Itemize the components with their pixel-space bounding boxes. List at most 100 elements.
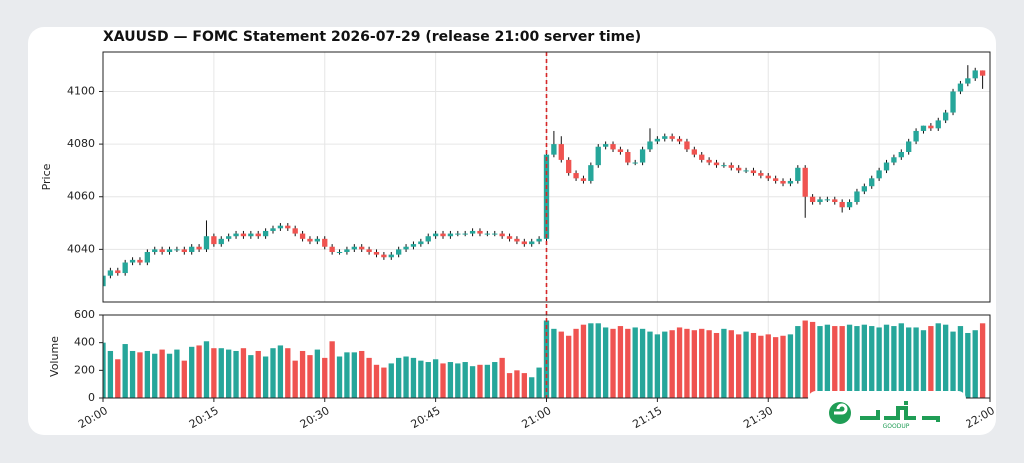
candle-body [506, 236, 513, 239]
volume-bar [159, 349, 165, 398]
candle-body [137, 259, 143, 263]
candle-body [765, 175, 771, 179]
candle-body [122, 262, 128, 274]
candle-body [159, 249, 165, 252]
volume-bar [610, 328, 616, 398]
candle-body [913, 130, 919, 142]
y-axis-label: Volume [48, 336, 61, 377]
volume-bar [950, 331, 956, 398]
volume-bar [144, 350, 151, 398]
candle-body [957, 83, 964, 92]
volume-bars [103, 320, 986, 398]
volume-bar [832, 326, 838, 398]
candle-body [203, 236, 210, 250]
volume-bar [285, 348, 291, 398]
volume-bar [979, 323, 986, 398]
candle-body [713, 162, 720, 166]
candle-body [410, 244, 417, 247]
volume-bar [103, 342, 106, 398]
candle-body [307, 238, 313, 242]
candle-body [758, 173, 764, 176]
volume-bar [455, 363, 461, 398]
volume-bar [240, 348, 247, 398]
candle-body [299, 233, 306, 239]
candle-body [418, 241, 424, 245]
candle-body [469, 230, 476, 234]
volume-bar [691, 330, 697, 398]
candle-body [225, 236, 232, 239]
logo-icon-mark [834, 403, 848, 415]
volume-bar [765, 334, 771, 398]
volume-bar [181, 360, 187, 398]
candle-body [802, 167, 808, 197]
volume-bar [299, 350, 306, 398]
candle-body [942, 112, 949, 121]
volume-bar [913, 327, 919, 398]
volume-bar [447, 362, 454, 398]
candle-body [551, 144, 557, 155]
volume-bar [307, 355, 313, 398]
volume-bar [713, 332, 720, 398]
candle-body [610, 144, 616, 150]
candle-body [691, 149, 697, 155]
candle-body [115, 270, 121, 274]
volume-bar [196, 345, 202, 398]
candle-body [654, 138, 661, 142]
candle-body [920, 125, 927, 131]
volume-bar [684, 328, 690, 398]
volume-bar [669, 330, 675, 398]
volume-bar [935, 323, 941, 398]
volume-bar [602, 327, 609, 398]
volume-bar [846, 324, 853, 398]
candle-body [292, 228, 298, 234]
volume-bar [484, 364, 491, 398]
volume-bar [662, 331, 668, 398]
volume-bar [122, 344, 128, 398]
candle-body [832, 199, 838, 202]
volume-bar [203, 341, 210, 398]
candle-body [750, 170, 757, 174]
y-tick-label: 400 [74, 336, 95, 349]
volume-bar [425, 362, 431, 398]
volume-bar [469, 366, 476, 398]
volume-bar [292, 360, 298, 398]
logo-bg [808, 391, 966, 435]
volume-bar [743, 331, 749, 398]
candle-body [336, 252, 343, 253]
candle-body [669, 136, 675, 139]
volume-bar [861, 324, 868, 398]
volume-bar [558, 331, 564, 398]
volume-bar [802, 320, 808, 398]
volume-bar [418, 360, 424, 398]
candle-body [573, 173, 579, 179]
candle-body [107, 270, 114, 276]
candle-body [898, 152, 904, 158]
volume-bar [388, 363, 394, 398]
candle-body [373, 252, 380, 255]
volume-bar [721, 328, 727, 398]
candle-body [218, 238, 224, 245]
volume-bar [706, 330, 712, 398]
candle-body [322, 238, 328, 247]
candle-body [440, 233, 446, 237]
y-tick-label: 4040 [67, 242, 95, 255]
volume-bar [824, 324, 831, 398]
volume-bar [750, 332, 757, 398]
volume-bar [277, 345, 284, 398]
volume-bar [891, 326, 897, 398]
candle-body [477, 230, 483, 234]
candle-body [876, 170, 882, 179]
candle-body [447, 233, 454, 237]
candle-body [699, 154, 705, 160]
volume-bar [588, 323, 594, 398]
volume-bar [359, 350, 365, 398]
volume-bar [972, 330, 978, 398]
candle-body [129, 259, 136, 263]
volume-bar [780, 335, 786, 398]
volume-bar [381, 367, 387, 398]
volume-bar [795, 326, 801, 398]
candle-body [839, 202, 845, 208]
candle-body [728, 165, 734, 168]
candle-body [381, 254, 387, 258]
volume-bar [211, 348, 217, 398]
